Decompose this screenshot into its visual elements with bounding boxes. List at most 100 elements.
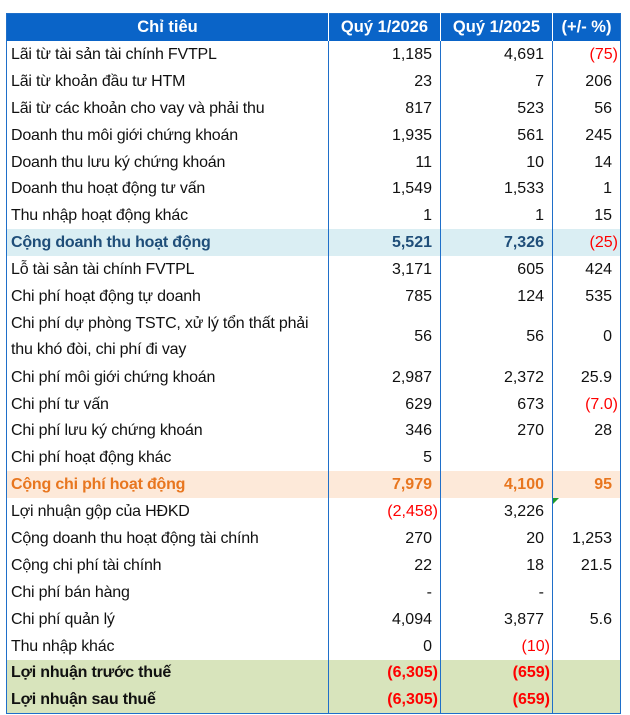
cell-change: (25) [552, 229, 621, 257]
cell-q2026: 5,521 [328, 229, 441, 257]
cell-change: (7.0) [552, 390, 621, 418]
cell-q2025: 605 [440, 256, 553, 284]
cell-change: 14 [552, 148, 621, 176]
table-row: Chi phí lưu ký chứng khoán 346 270 28 [7, 417, 621, 445]
table-row: Thu nhập hoạt động khác 1 1 15 [7, 202, 621, 230]
row-label: Cộng doanh thu hoạt động tài chính [11, 529, 259, 547]
cell-change [552, 659, 621, 687]
cell-change: 5.6 [552, 605, 621, 633]
cell-q2026: (6,305) [328, 686, 441, 714]
cell-q2025: (659) [440, 659, 553, 687]
cell-q2026: 629 [328, 390, 441, 418]
cell-change [552, 444, 621, 472]
cell-change: 1 [552, 175, 621, 203]
total-expense-row: Cộng chi phí hoạt động 7,979 4,100 95 [6, 471, 621, 499]
cell-change: 56 [552, 94, 621, 122]
row-label: Doanh thu hoạt động tư vấn [11, 180, 206, 198]
row-label: Doanh thu môi giới chứng khoán [11, 126, 238, 144]
cell-q2025: 10 [440, 148, 553, 176]
table-row: Lợi nhuận gộp của HĐKD (2,458) 3,226 [7, 498, 621, 526]
cell-q2025: 4,691 [440, 41, 553, 68]
row-label: Lợi nhuận trước thuế [6, 659, 329, 687]
cell-change: 206 [552, 67, 621, 95]
cell-q2025: (10) [440, 632, 553, 660]
cell-q2025: 3,877 [440, 605, 553, 633]
row-label: Lãi từ tài sản tài chính FVTPL [11, 45, 217, 63]
header-q2026: Quý 1/2026 [328, 13, 441, 41]
cell-q2025: 124 [440, 283, 553, 310]
cell-q2026: 22 [328, 551, 441, 579]
cell-change [552, 686, 621, 714]
cell-q2025: 56 [440, 309, 553, 364]
cell-q2026: 2,987 [328, 363, 441, 391]
cell-q2026: 56 [328, 309, 441, 364]
row-label: Cộng chi phí tài chính [11, 556, 162, 574]
table-row: Doanh thu môi giới chứng khoán 1,935 561 24… [7, 121, 621, 149]
cell-q2025: 673 [440, 390, 553, 418]
table-row: Lỗ tài sản tài chính FVTPL 3,171 605 424 [7, 256, 621, 284]
cell-q2025: 2,372 [440, 363, 553, 391]
cell-change: 0 [552, 309, 621, 364]
table-row: Chi phí quản lý 4,094 3,877 5.6 [7, 605, 621, 633]
cell-q2025: 1,533 [440, 175, 553, 203]
cell-q2026: 4,094 [328, 605, 441, 633]
header-q2025: Quý 1/2025 [440, 13, 553, 41]
cell-q2025: 7,326 [440, 229, 553, 257]
cell-q2026: 346 [328, 417, 441, 445]
table-row: Chi phí hoạt động khác 5 [7, 444, 621, 472]
table-row: Cộng doanh thu hoạt động tài chính 270 20 1… [7, 525, 621, 552]
table-row: Doanh thu hoạt động tư vấn 1,549 1,533 1 [7, 175, 621, 203]
cell-q2025: 20 [440, 525, 553, 552]
row-label: Chi phí hoạt động tự doanh [11, 287, 201, 305]
cell-q2025: 270 [440, 417, 553, 445]
cell-q2026: 1,935 [328, 121, 441, 149]
cell-q2025: 18 [440, 551, 553, 579]
row-label: Lợi nhuận gộp của HĐKD [11, 503, 190, 521]
table-row: Doanh thu lưu ký chứng khoán 11 10 14 [7, 148, 621, 176]
total-revenue-row: Cộng doanh thu hoạt động 5,521 7,326 (25) [6, 229, 621, 257]
table-row: Lãi từ các khoản cho vay và phải thu 817 5… [7, 94, 621, 122]
table-row: Lãi từ khoản đầu tư HTM 23 7 206 [7, 67, 621, 95]
income-statement-table: Chỉ tiêu Quý 1/2026 Quý 1/2025 (+/- %) L… [6, 13, 621, 715]
row-label: Lợi nhuận sau thuế [6, 686, 329, 714]
cell-change: 15 [552, 202, 621, 230]
table-row: Thu nhập khác 0 (10) [7, 632, 621, 660]
table-row: Chi phí hoạt động tự doanh 785 124 535 [7, 283, 621, 310]
row-label: Chi phí bán hàng [11, 583, 130, 601]
cell-q2025: - [440, 578, 553, 606]
row-label: Doanh thu lưu ký chứng khoán [11, 153, 226, 171]
cell-q2026: (2,458) [328, 498, 441, 526]
cell-q2026: 785 [328, 283, 441, 310]
row-label: Cộng doanh thu hoạt động [6, 229, 329, 257]
cell-q2025: (659) [440, 686, 553, 714]
row-label: Lỗ tài sản tài chính FVTPL [11, 261, 195, 279]
cell-q2026: 3,171 [328, 256, 441, 284]
row-label: Chi phí tư vấn [11, 395, 109, 413]
cell-change: 424 [552, 256, 621, 284]
table-row: Chi phí bán hàng - - [7, 578, 621, 606]
cell-q2026: 1,185 [328, 41, 441, 68]
row-label: Lãi từ các khoản cho vay và phải thu [11, 99, 265, 117]
cell-q2026: 1,549 [328, 175, 441, 203]
row-label: Chi phí lưu ký chứng khoán [11, 422, 203, 440]
cell-change: 25.9 [552, 363, 621, 391]
row-label: Chi phí môi giới chứng khoán [11, 368, 216, 386]
cell-q2025: 1 [440, 202, 553, 230]
cell-change: 245 [552, 121, 621, 149]
cell-q2026: - [328, 578, 441, 606]
table-row: Lãi từ tài sản tài chính FVTPL 1,185 4,691… [7, 41, 621, 68]
cell-change [552, 498, 621, 526]
row-label: Thu nhập hoạt động khác [11, 207, 188, 225]
row-label: Lãi từ khoản đầu tư HTM [11, 72, 186, 90]
table-row: Chi phí tư vấn 629 673 (7.0) [7, 390, 621, 418]
cell-q2026: 0 [328, 632, 441, 660]
cell-q2026: 1 [328, 202, 441, 230]
header-change: (+/- %) [552, 13, 621, 41]
cell-q2026: 7,979 [328, 471, 441, 499]
cell-q2026: 11 [328, 148, 441, 176]
row-label: Chi phí dự phòng TSTC, xử lý tổn thất ph… [11, 314, 309, 358]
row-label: Thu nhập khác [11, 637, 115, 655]
header-row: Chỉ tiêu Quý 1/2026 Quý 1/2025 (+/- %) [6, 13, 621, 41]
cell-q2025: 561 [440, 121, 553, 149]
row-label: Chi phí hoạt động khác [11, 449, 172, 467]
